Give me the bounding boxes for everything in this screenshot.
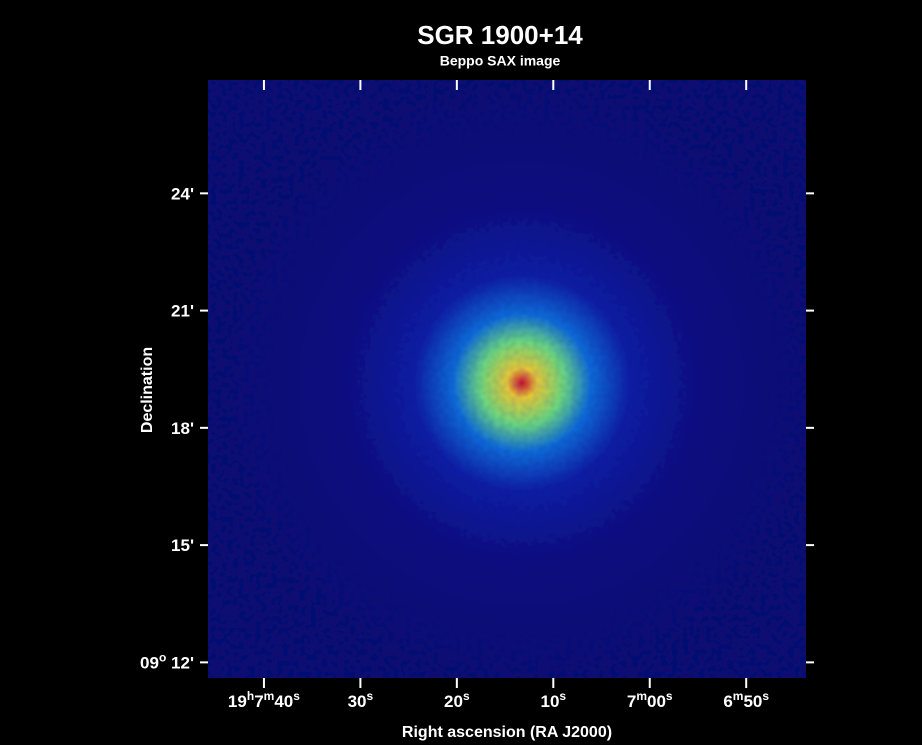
y-tick-label: 21' [171, 302, 194, 321]
y-tick-label: 15' [171, 537, 194, 556]
image [208, 80, 806, 678]
y-tick-label: 09o 12' [140, 651, 194, 673]
chart-subtitle: Beppo SAX image [440, 53, 561, 69]
chart: SGR 1900+14 Beppo SAX image Right ascens… [0, 0, 922, 745]
y-tick-label: 18' [171, 419, 194, 438]
x-axis-label: Right ascension (RA J2000) [402, 724, 612, 741]
chart-title: SGR 1900+14 [417, 20, 583, 50]
page: SGR 1900+14 Beppo SAX image Right ascens… [0, 0, 922, 745]
y-axis-label: Declination [139, 347, 156, 433]
y-tick-label: 24' [171, 185, 194, 204]
